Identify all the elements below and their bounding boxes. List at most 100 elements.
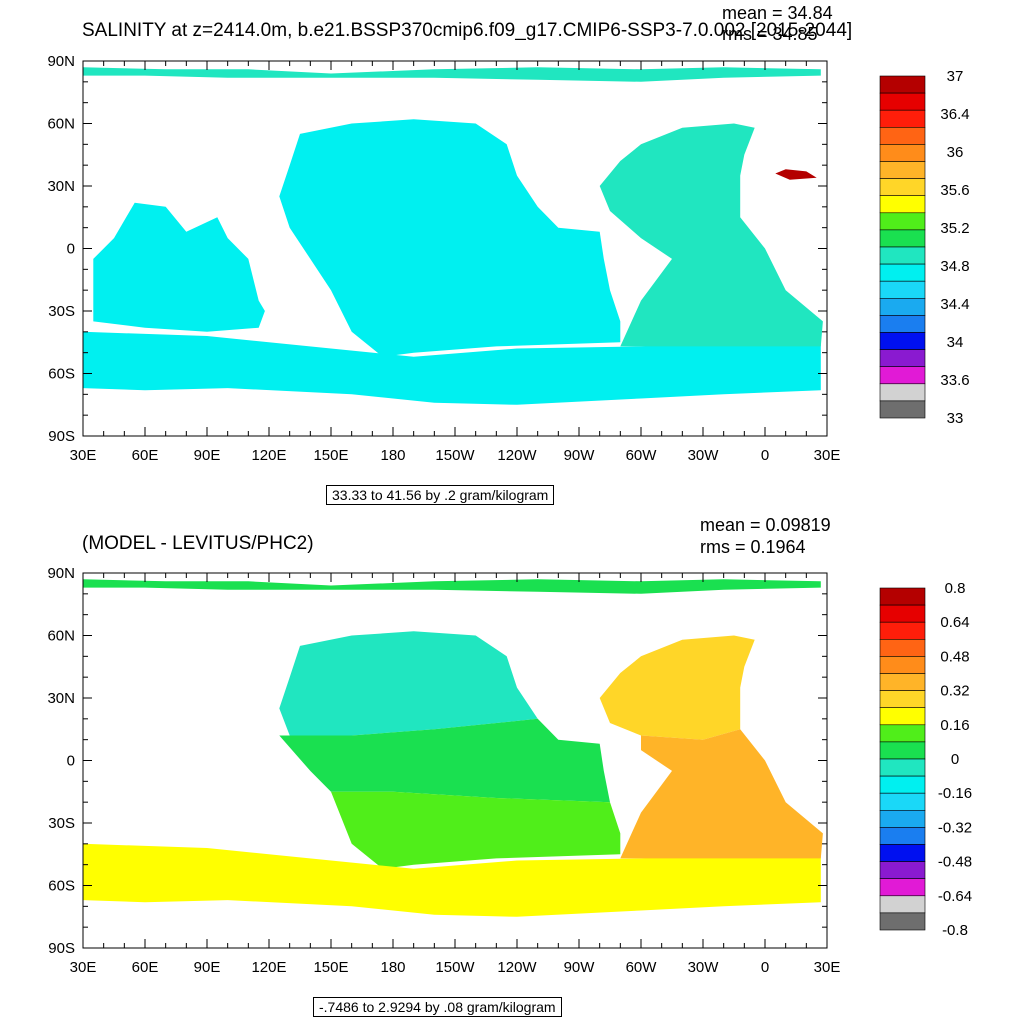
difference-colorbar-box — [879, 758, 926, 777]
salinity-xlabel: 60W — [626, 447, 658, 464]
difference-colorbar-box — [879, 656, 926, 674]
difference-colorbar-box — [879, 895, 926, 914]
salinity-xlabel: 90W — [564, 447, 596, 464]
salinity-title: SALINITY at z=2414.0m, b.e21.BSSP370cmip… — [82, 20, 853, 41]
salinity-colorbar-label: 34.4 — [940, 296, 969, 313]
salinity-xlabel: 30E — [70, 447, 97, 464]
salinity-colorbar-box — [879, 280, 926, 299]
difference-region-south-atlantic — [620, 729, 823, 859]
difference-colorbar-box — [879, 741, 926, 760]
salinity-xlabel: 150E — [313, 447, 348, 464]
salinity-xlabel: 150W — [435, 447, 475, 464]
difference-colorbar-box — [879, 690, 926, 709]
salinity-region-indian-ocean — [93, 202, 265, 332]
difference-colorbar-box — [879, 621, 926, 640]
salinity-mean: mean = 34.84 — [722, 3, 833, 23]
salinity-colorbar-box — [879, 212, 926, 231]
difference-xlabel: 180 — [380, 959, 405, 976]
difference-xlabel: 90W — [564, 959, 596, 976]
difference-ylabel: 30N — [47, 690, 75, 707]
salinity-colorbar-box — [879, 315, 926, 333]
difference-xlabel: 150E — [313, 959, 348, 976]
salinity-region-arctic-ocean — [83, 67, 821, 82]
difference-xlabel: 120W — [497, 959, 537, 976]
salinity-xlabel: 0 — [761, 447, 769, 464]
salinity-colorbar-box — [879, 178, 926, 197]
difference-region-southern-ocean — [83, 835, 821, 917]
salinity-colorbar-box — [879, 332, 926, 350]
salinity-region-mediterranean — [775, 169, 817, 180]
salinity-colorbar-box — [879, 229, 926, 248]
salinity-colorbar-label: 36.4 — [940, 106, 969, 123]
salinity-map: 90N 60N 30N 0 30S 60S 90S 30E 60E 90E 120E 150E 180 1… — [47, 53, 969, 464]
difference-xlabel: 150W — [435, 959, 475, 976]
salinity-colorbar-label: 37 — [947, 68, 964, 85]
difference-colorbar-label: 0.48 — [940, 648, 969, 665]
difference-region-north-pacific — [279, 631, 538, 736]
difference-colorbar-box — [879, 673, 926, 691]
difference-colorbar-box — [879, 707, 926, 726]
salinity-colorbar-box — [879, 400, 926, 419]
difference-colorbar-label: -0.48 — [938, 854, 972, 871]
difference-map: 90N 60N 30N 0 30S 60S 90S 30E 60E 90E 120E 150E 180 1… — [47, 565, 972, 976]
difference-xlabel: 120E — [251, 959, 286, 976]
difference-colorbar-label: 0.8 — [945, 580, 966, 597]
salinity-colorbar-box — [879, 195, 926, 214]
salinity-xlabel: 90E — [194, 447, 221, 464]
difference-panel: 90N 60N 30N 0 30S 60S 90S 30E 60E 90E 120E 150E 180 1… — [0, 512, 1024, 1024]
difference-xlabel: 30E — [70, 959, 97, 976]
salinity-xlabel: 30W — [688, 447, 720, 464]
difference-colorbar-label: -0.32 — [938, 819, 972, 836]
salinity-colorbar-label: 34.8 — [940, 258, 969, 275]
salinity-ylabel: 90S — [48, 428, 75, 445]
difference-colorbar-label: -0.8 — [942, 922, 968, 939]
difference-colorbar-box — [879, 861, 926, 880]
salinity-ylabel: 30S — [48, 303, 75, 320]
difference-colorbar-label: 0 — [951, 751, 959, 768]
difference-colorbar-box — [879, 724, 926, 743]
difference-colorbar-box — [879, 912, 926, 931]
difference-colorbar-box — [879, 639, 926, 657]
difference-colorbar-box — [879, 809, 926, 828]
difference-xlabel: 30E — [814, 959, 841, 976]
difference-ylabel: 30S — [48, 815, 75, 832]
salinity-range-label: 33.33 to 41.56 by .2 gram/kilogram — [326, 485, 555, 505]
salinity-colorbar-label: 34 — [947, 334, 964, 351]
salinity-colorbar-box — [879, 246, 926, 265]
salinity-colorbar-label: 35.6 — [940, 182, 969, 199]
difference-ylabel: 60S — [48, 878, 75, 895]
difference-colorbar-label: 0.64 — [940, 614, 969, 631]
salinity-colorbar-label: 36 — [947, 144, 964, 161]
difference-ylabel: 60N — [47, 628, 75, 645]
salinity-xlabel: 180 — [380, 447, 405, 464]
difference-xlabel: 0 — [761, 959, 769, 976]
salinity-colorbar-box — [879, 366, 926, 385]
salinity-colorbar-box — [879, 383, 926, 402]
salinity-colorbar-box — [879, 109, 926, 128]
salinity-rms: rms = 34.85 — [722, 24, 818, 44]
difference-region-north-atlantic — [599, 635, 755, 740]
difference-region-tropical-pacific — [279, 718, 610, 803]
difference-mean: mean = 0.09819 — [700, 515, 831, 535]
salinity-xlabel: 30E — [814, 447, 841, 464]
difference-xlabel: 90E — [194, 959, 221, 976]
salinity-colorbar-box — [879, 75, 926, 94]
difference-xlabel: 30W — [688, 959, 720, 976]
difference-colorbar-label: 0.32 — [940, 683, 969, 700]
difference-ylabel: 90N — [47, 565, 75, 582]
salinity-colorbar-box — [879, 297, 926, 316]
difference-colorbar-box — [879, 844, 926, 862]
difference-colorbar-label: -0.64 — [938, 888, 972, 905]
difference-rms: rms = 0.1964 — [700, 537, 806, 557]
salinity-panel: 90N 60N 30N 0 30S 60S 90S 30E 60E 90E 120E 150E 180 1… — [47, 3, 970, 505]
difference-colorbar-box — [879, 792, 926, 811]
difference-region-south-pacific — [331, 791, 621, 869]
difference-colorbar-label: -0.16 — [938, 785, 972, 802]
salinity-xlabel: 120W — [497, 447, 537, 464]
salinity-region-southern-ocean — [83, 323, 821, 405]
difference-colorbar-box — [879, 604, 926, 623]
salinity-colorbar-box — [879, 349, 926, 368]
difference-ylabel: 90S — [48, 940, 75, 957]
difference-title: (MODEL - LEVITUS/PHC2) — [82, 533, 314, 554]
difference-colorbar-box — [879, 587, 926, 606]
